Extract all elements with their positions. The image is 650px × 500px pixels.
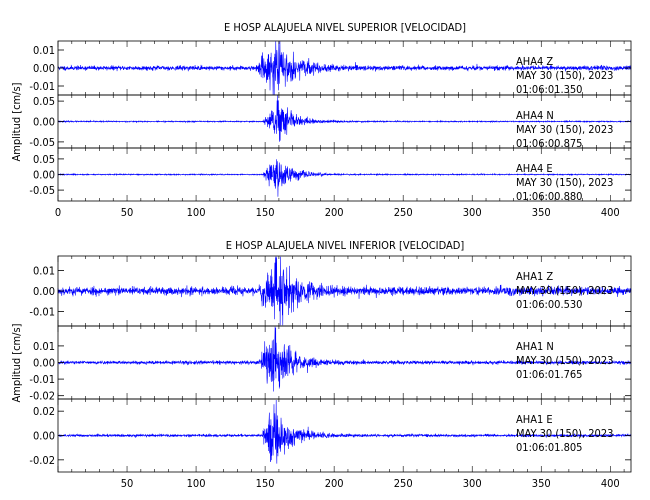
lower-chart-title: E HOSP ALAJUELA NIVEL INFERIOR [VELOCIDA… (226, 239, 465, 252)
x-tick-label: 250 (394, 477, 413, 490)
y-tick-label: -0.01 (29, 373, 55, 386)
y-tick-label: 0.00 (33, 169, 55, 182)
date-label: MAY 30 (150), 2023 (516, 176, 613, 189)
y-tick-label: -0.05 (29, 136, 55, 149)
y-tick-label: 0.00 (33, 116, 55, 129)
time-label: 01:06:01.350 (516, 83, 582, 96)
x-tick-label: 150 (256, 477, 275, 490)
upper-chart-title: E HOSP ALAJUELA NIVEL SUPERIOR [VELOCIDA… (224, 21, 466, 34)
y-tick-label: -0.02 (29, 390, 55, 403)
x-tick-label: 350 (532, 206, 551, 219)
date-label: MAY 30 (150), 2023 (516, 354, 613, 367)
x-tick-label: 350 (532, 477, 551, 490)
x-tick-label: 200 (325, 206, 344, 219)
y-tick-label: 0.01 (33, 264, 55, 277)
x-tick-label: 150 (256, 206, 275, 219)
y-tick-label: 0.00 (33, 285, 55, 298)
x-tick-label: 250 (394, 206, 413, 219)
time-label: 01:06:00.880 (516, 190, 582, 203)
waveform-line (57, 159, 632, 197)
date-label: MAY 30 (150), 2023 (516, 69, 613, 82)
date-label: MAY 30 (150), 2023 (516, 123, 613, 136)
x-tick-label: 0 (55, 206, 61, 219)
waveform-line (57, 399, 632, 464)
time-label: 01:06:01.805 (516, 441, 582, 454)
y-tick-label: 0.01 (33, 340, 55, 353)
y-tick-label: -0.02 (29, 454, 55, 467)
lower-y-axis-label: Amplitud [cm/s] (10, 323, 23, 402)
upper-y-axis-label: Amplitud [cm/s] (10, 82, 23, 161)
x-tick-label: 400 (601, 477, 620, 490)
station-label: AHA4 E (516, 162, 553, 175)
y-tick-label: 0.02 (33, 405, 55, 418)
y-tick-label: 0.05 (33, 153, 55, 166)
time-label: 01:06:01.765 (516, 368, 582, 381)
y-tick-label: 0.00 (33, 357, 55, 370)
x-tick-label: 50 (121, 206, 134, 219)
y-tick-label: 0.00 (33, 62, 55, 75)
x-tick-label: 300 (463, 477, 482, 490)
y-tick-label: -0.01 (29, 306, 55, 319)
date-label: MAY 30 (150), 2023 (516, 284, 613, 297)
station-label: AHA1 Z (516, 270, 553, 283)
waveform-line (57, 95, 632, 142)
waveform-line (57, 326, 632, 392)
x-tick-label: 200 (325, 477, 344, 490)
station-label: AHA4 Z (516, 55, 553, 68)
y-tick-label: 0.01 (33, 44, 55, 57)
waveform-line (57, 256, 632, 326)
date-label: MAY 30 (150), 2023 (516, 427, 613, 440)
station-label: AHA4 N (516, 109, 554, 122)
x-tick-label: 400 (601, 206, 620, 219)
y-tick-label: 0.05 (33, 95, 55, 108)
time-label: 01:06:00.530 (516, 298, 582, 311)
x-tick-label: 300 (463, 206, 482, 219)
waveform-line (57, 41, 632, 95)
time-label: 01:06:00.875 (516, 137, 582, 150)
y-tick-label: -0.05 (29, 184, 55, 197)
station-label: AHA1 N (516, 340, 554, 353)
y-tick-label: -0.01 (29, 80, 55, 93)
x-tick-label: 50 (121, 477, 134, 490)
y-tick-label: 0.00 (33, 430, 55, 443)
x-tick-label: 100 (187, 206, 206, 219)
x-tick-label: 100 (187, 477, 206, 490)
station-label: AHA1 E (516, 413, 553, 426)
